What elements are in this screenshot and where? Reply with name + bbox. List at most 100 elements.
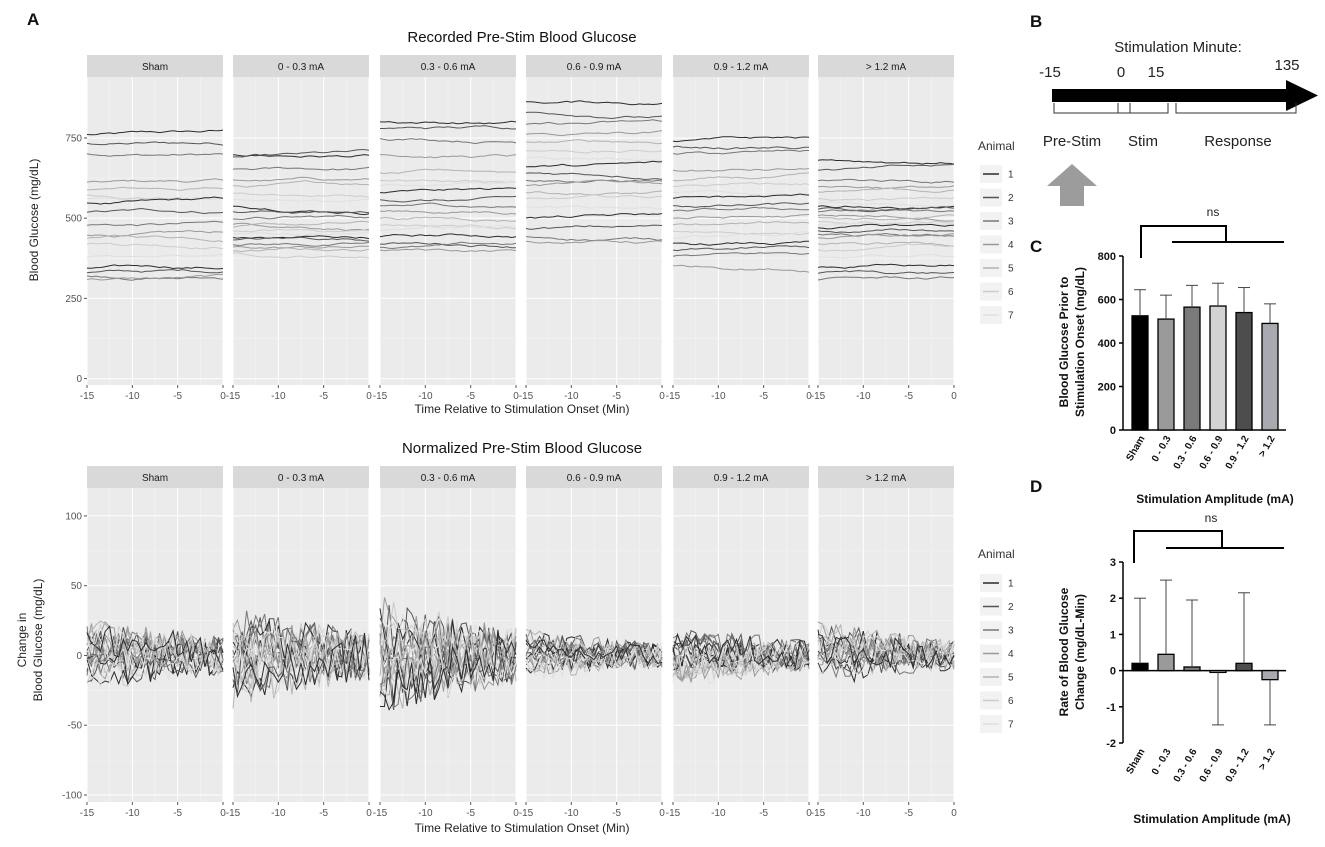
recorded-trace-line — [817, 201, 955, 208]
x-tick-label: -5 — [904, 391, 913, 402]
y-tick-label: 800 — [1098, 251, 1116, 263]
bar-c-y-label-line1: Blood Glucose Prior to — [1057, 277, 1071, 408]
bar-chart-c-category-label: Sham — [1124, 434, 1147, 463]
recorded-trace-line — [672, 252, 810, 257]
recorded-trace-line — [817, 214, 955, 221]
y-tick-label: 100 — [65, 511, 82, 522]
recorded-trace-line — [232, 220, 370, 228]
recorded-trace-line — [672, 245, 810, 252]
normalized-trace-line — [86, 627, 224, 671]
bar-chart-d-category-label: 0.9 - 1.2 — [1224, 747, 1252, 785]
recorded-trace-line — [232, 232, 370, 236]
facet-strip — [818, 55, 954, 77]
x-tick-label: -5 — [173, 391, 182, 402]
recorded-trace-line — [817, 178, 955, 184]
recorded-trace-line — [526, 149, 663, 154]
legend-normalized: Animal 1 2 3 4 5 6 7 — [978, 547, 1015, 733]
recorded-trace-line — [817, 159, 955, 165]
recorded-trace-line — [672, 264, 810, 273]
recorded-trace-line — [232, 214, 370, 221]
recorded-trace-line — [817, 253, 955, 259]
normalized-trace-line — [379, 637, 517, 708]
recorded-trace-line — [672, 189, 810, 197]
x-tick-label: -10 — [125, 391, 140, 402]
timeline-tick-0: 0 — [1117, 64, 1125, 81]
recorded-trace-line — [525, 160, 663, 168]
recorded-trace-line — [379, 224, 517, 232]
recorded-trace-line — [379, 120, 517, 125]
legend-label: 3 — [1008, 626, 1014, 637]
facet-strip — [87, 466, 223, 488]
normalized-trace-line — [525, 636, 663, 664]
recorded-trace-line — [232, 236, 370, 242]
legend-label: 1 — [1008, 579, 1014, 590]
normalized-trace-line — [817, 633, 955, 670]
legend-label: 3 — [1008, 217, 1014, 228]
bar-chart-d-category-label: 0.6 - 0.9 — [1198, 747, 1226, 785]
timeline-arrow-head — [1286, 80, 1318, 111]
x-tick-label: 0 — [951, 808, 957, 819]
bar-chart-c: Blood Glucose Prior to Stimulation Onset… — [1057, 205, 1294, 506]
bar-chart-c-bar — [1261, 322, 1279, 431]
x-tick-label: 0 — [220, 391, 226, 402]
stim-bracket — [1117, 103, 1169, 114]
x-tick-label: -10 — [564, 391, 579, 402]
facet-strip — [380, 55, 516, 77]
bar-chart-d-category-label: > 1.2 — [1257, 747, 1278, 772]
x-tick-label: -15 — [373, 391, 388, 402]
legend-label: 7 — [1008, 720, 1014, 731]
legend-label: 1 — [1008, 170, 1014, 181]
bar-c-significance: ns — [1207, 205, 1220, 219]
facet-strip — [526, 55, 662, 77]
recorded-trace-line — [379, 209, 517, 215]
recorded-trace-line — [86, 254, 223, 258]
x-tick-label: 0 — [806, 808, 812, 819]
recorded-trace-line — [232, 252, 370, 259]
recorded-trace-line — [672, 214, 810, 220]
x-tick-label: -5 — [173, 808, 182, 819]
x-tick-label: -5 — [904, 808, 913, 819]
bar-chart-d-category-label: 0 - 0.3 — [1150, 747, 1174, 777]
recorded-trace-line — [379, 224, 517, 230]
recorded-trace-line — [232, 245, 370, 249]
bar-chart-d-bar — [1235, 662, 1253, 672]
legend-label: 2 — [1008, 602, 1014, 613]
bar-chart-c-category-label: 0.9 - 1.2 — [1224, 434, 1252, 472]
normalized-chart-title: Normalized Pre-Stim Blood Glucose — [402, 440, 642, 457]
x-tick-label: -10 — [564, 808, 579, 819]
response-bracket — [1175, 103, 1297, 114]
recorded-trace-line — [86, 264, 224, 270]
recorded-trace-line — [86, 178, 224, 183]
recorded-trace-line — [672, 149, 809, 155]
bar-chart-c-category-label: 0.6 - 0.9 — [1198, 434, 1226, 472]
recorded-trace-line — [673, 240, 810, 246]
bar-chart-d-bar — [1209, 669, 1227, 674]
normalized-trace-line — [379, 601, 517, 676]
recorded-trace-line — [817, 163, 955, 171]
recorded-trace-line — [232, 228, 370, 233]
recorded-trace-line — [86, 129, 224, 136]
x-tick-label: -10 — [856, 808, 871, 819]
facet-strip-label: 0.9 - 1.2 mA — [714, 62, 769, 73]
recorded-trace-line — [818, 196, 955, 202]
recorded-trace-line — [817, 276, 955, 281]
x-tick-label: -5 — [466, 391, 475, 402]
panel-letter-c: C — [1030, 237, 1042, 256]
bar-chart-d-bar — [1261, 669, 1279, 681]
recorded-trace-line — [379, 154, 517, 159]
x-tick-label: 0 — [220, 808, 226, 819]
normalized-trace-line — [379, 634, 517, 711]
bar-d-significance: ns — [1205, 511, 1218, 525]
legend-recorded: Animal 1 2 3 4 5 6 7 — [978, 139, 1015, 324]
y-tick-label: -50 — [68, 721, 83, 732]
pre-stim-arrow-up — [1047, 164, 1097, 206]
normalized-trace-line — [672, 641, 810, 685]
bar-chart-d-category-label: 0.3 - 0.6 — [1172, 747, 1200, 785]
normalized-trace-line — [817, 640, 955, 684]
y-tick-label: 50 — [71, 581, 83, 592]
normalized-facet-grid: Sham-15 -10 -5 00 - 0.3 mA-15 -10 -5 00.3 - 0.… — [62, 466, 957, 819]
x-tick-label: -15 — [80, 808, 95, 819]
bar-chart-d-category-label: Sham — [1124, 747, 1147, 776]
x-tick-label: -5 — [759, 808, 768, 819]
bar-d-significance-bracket — [1133, 530, 1223, 563]
